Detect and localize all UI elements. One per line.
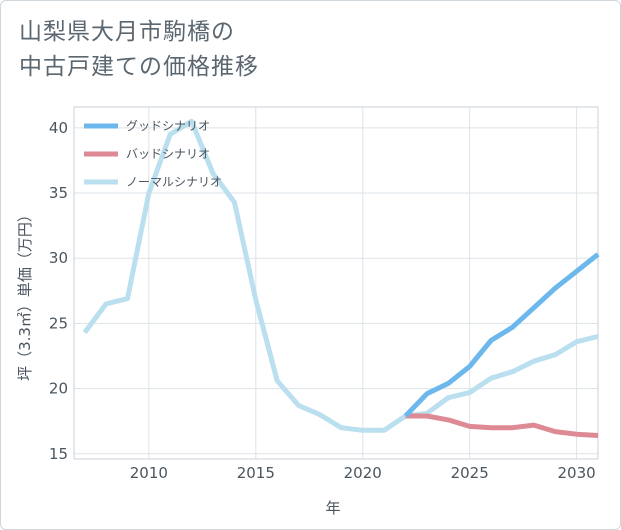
legend-label-2: ノーマルシナリオ — [126, 175, 222, 189]
y-tick-label: 35 — [49, 184, 68, 202]
series-line-2 — [82, 118, 599, 433]
chart-title-line-2: 中古戸建ての価格推移 — [19, 54, 259, 80]
y-tick-label: 40 — [49, 119, 68, 137]
y-tick-label: 25 — [49, 314, 68, 332]
plot-area-border — [73, 106, 599, 460]
x-tick-label: 2015 — [237, 464, 275, 482]
y-tick-label: 15 — [49, 445, 68, 463]
series-line-1 — [405, 413, 599, 438]
x-tick-label: 2025 — [451, 464, 489, 482]
y-axis-title: 坪（3.3㎡）単価（万円） — [16, 207, 34, 381]
chart-title: 山梨県大月市駒橋の 中古戸建ての価格推移 — [19, 15, 259, 85]
x-axis-title: 年 — [325, 499, 340, 517]
chart-title-line-1: 山梨県大月市駒橋の — [19, 19, 235, 45]
series-layer — [82, 118, 600, 438]
y-tick-label: 20 — [49, 380, 68, 398]
y-axis-ticks: 15 20 25 30 35 40 — [49, 119, 68, 463]
x-tick-label: 2020 — [344, 464, 382, 482]
x-axis-ticks: 2010 2015 2020 2025 2030 — [130, 464, 596, 482]
series-line-0 — [403, 252, 600, 418]
x-tick-label: 2030 — [558, 464, 596, 482]
legend-label-1: バッドシナリオ — [126, 147, 210, 161]
y-tick-label: 30 — [49, 249, 68, 267]
legend-label-0: グッドシナリオ — [126, 119, 210, 133]
x-tick-label: 2010 — [130, 464, 168, 482]
grid-lines — [74, 107, 598, 459]
